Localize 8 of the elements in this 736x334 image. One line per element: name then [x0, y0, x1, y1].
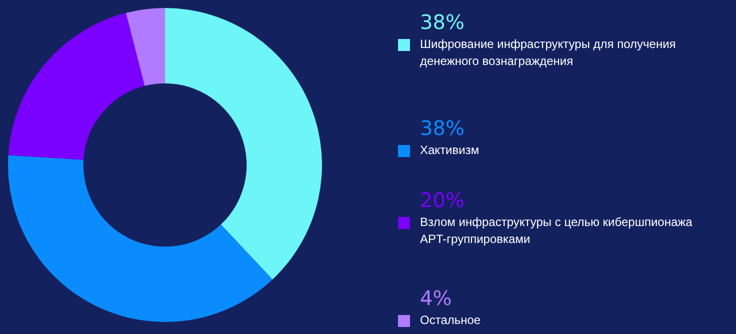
data-label: 38% — [420, 116, 466, 140]
legend-label: Взлом инфраструктуры с целью кибершпионажа APT-группировками — [420, 214, 694, 248]
legend-label: Шифрование инфраструктуры для получения денежного вознаграждения — [420, 36, 677, 70]
data-label: 4% — [420, 286, 453, 310]
data-label: 38% — [420, 10, 466, 34]
legend-label: Хактивизм — [420, 142, 480, 159]
legend-label: Остальное — [420, 312, 482, 329]
data-label: 20% — [420, 188, 466, 212]
